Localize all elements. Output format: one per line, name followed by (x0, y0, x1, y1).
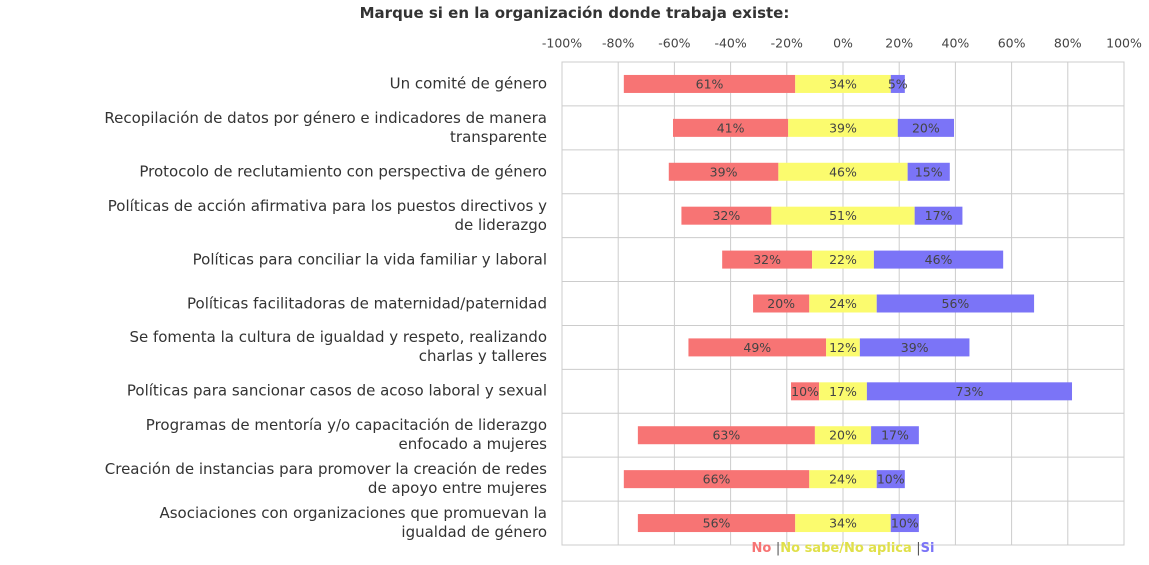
bar-segment (907, 162, 950, 181)
bar-segment (809, 470, 877, 489)
value-label: 17% (881, 428, 909, 443)
value-label: 10% (891, 516, 919, 531)
bar-segment (778, 162, 908, 181)
legend: No |No sabe/No aplica |Si (751, 541, 934, 556)
category-label: Programas de mentoría y/o capacitación d… (145, 416, 547, 454)
bar-segment (722, 250, 813, 269)
value-label: 39% (901, 340, 929, 355)
category-label: Políticas de acción afirmativa para los … (107, 196, 547, 234)
bar-segment (788, 118, 898, 137)
category-label: Políticas para sancionar casos de acoso … (126, 381, 547, 400)
value-label: 20% (912, 120, 940, 135)
bar-segment (672, 118, 789, 137)
value-label: 32% (712, 208, 740, 223)
bar-segment (873, 250, 1004, 269)
value-label: 39% (829, 120, 857, 135)
category-label: Recopilación de datos por género e indic… (104, 108, 547, 146)
bar-segment (890, 74, 905, 93)
bar-segment (668, 162, 779, 181)
bar-segment (890, 514, 919, 533)
value-label: 15% (915, 164, 943, 179)
legend-entry: No (751, 541, 772, 556)
bar-segment (771, 206, 915, 225)
x-tick-label: -40% (714, 36, 746, 51)
x-tick-label: 60% (998, 36, 1026, 51)
bar-segment (866, 382, 1073, 401)
value-label: 46% (829, 164, 857, 179)
bar-segment (871, 426, 919, 445)
bar-segment (809, 294, 877, 313)
bar-segment (623, 74, 796, 93)
value-label: 32% (753, 252, 781, 267)
bar-segment (859, 338, 970, 357)
bar-segment (637, 514, 796, 533)
value-label: 66% (703, 472, 731, 487)
category-label: Políticas para conciliar la vida familia… (192, 250, 547, 269)
category-label: Se fomenta la cultura de igualdad y resp… (129, 328, 547, 366)
value-label: 56% (703, 516, 731, 531)
x-tick-label: 100% (1106, 36, 1142, 51)
x-tick-label: -100% (542, 36, 582, 51)
bar-segment (814, 426, 872, 445)
value-label: 12% (829, 340, 857, 355)
value-label: 56% (942, 296, 970, 311)
bar-segment (688, 338, 827, 357)
value-label: 51% (829, 208, 857, 223)
bar-segment (795, 74, 891, 93)
value-label: 22% (829, 252, 857, 267)
bar-segment (753, 294, 810, 313)
value-label: 63% (712, 428, 740, 443)
bar-segment (826, 338, 860, 357)
bar-segment (812, 250, 874, 269)
value-label: 39% (710, 164, 738, 179)
value-label: 17% (925, 208, 953, 223)
value-label: 10% (877, 472, 905, 487)
legend-separator: | (775, 541, 781, 556)
value-label: 24% (829, 296, 857, 311)
value-label: 73% (956, 384, 984, 399)
value-label: 10% (791, 384, 819, 399)
chart-title: Marque si en la organización donde traba… (359, 4, 790, 22)
category-label: Un comité de género (389, 74, 547, 93)
bar-segment (876, 470, 905, 489)
x-tick-label: -80% (602, 36, 634, 51)
bar-segment (914, 206, 963, 225)
value-label: 49% (743, 340, 771, 355)
bar-segment (623, 470, 810, 489)
value-label: 24% (829, 472, 857, 487)
value-label: 61% (696, 76, 724, 91)
legend-entry: Si (920, 541, 935, 556)
value-label: 34% (829, 516, 857, 531)
value-label: 5% (888, 76, 908, 91)
category-label: Creación de instancias para promover la … (104, 460, 547, 498)
value-label: 17% (829, 384, 857, 399)
x-tick-label: -60% (658, 36, 690, 51)
bar-segment (819, 382, 867, 401)
bar-segment (795, 514, 891, 533)
value-label: 34% (829, 76, 857, 91)
category-label: Políticas facilitadoras de maternidad/pa… (187, 294, 547, 312)
x-tick-label: 40% (942, 36, 970, 51)
bar-segment (897, 118, 954, 137)
value-label: 20% (767, 296, 795, 311)
legend-entry: No sabe/No aplica (780, 541, 912, 556)
bar-segment (876, 294, 1035, 313)
value-label: 20% (829, 428, 857, 443)
value-label: 46% (925, 252, 953, 267)
bar-segment (791, 382, 820, 401)
category-label: Asociaciones con organizaciones que prom… (159, 504, 547, 542)
legend-separator: | (916, 541, 921, 556)
x-tick-label: 20% (885, 36, 913, 51)
bar-segment (681, 206, 772, 225)
value-label: 41% (717, 120, 745, 135)
x-tick-label: 0% (833, 36, 853, 51)
category-label: Protocolo de reclutamiento con perspecti… (139, 162, 547, 181)
x-tick-label: -20% (771, 36, 803, 51)
bar-segment (637, 426, 815, 445)
x-tick-label: 80% (1054, 36, 1082, 51)
